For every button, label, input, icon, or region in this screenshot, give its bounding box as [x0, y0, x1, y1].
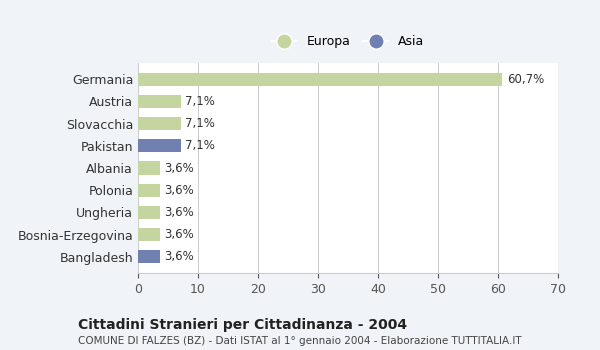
Text: 7,1%: 7,1%	[185, 139, 215, 152]
Bar	[138, 139, 181, 153]
Text: 7,1%: 7,1%	[185, 117, 215, 130]
Legend: Europa, Asia: Europa, Asia	[268, 32, 428, 52]
Text: 7,1%: 7,1%	[185, 95, 215, 108]
Bar	[138, 250, 160, 264]
Text: 3,6%: 3,6%	[164, 228, 194, 241]
Bar	[138, 206, 160, 219]
Text: 60,7%: 60,7%	[507, 73, 544, 86]
Bar	[138, 95, 181, 108]
Text: 3,6%: 3,6%	[164, 206, 194, 219]
Bar	[138, 183, 160, 197]
Bar	[138, 161, 160, 175]
Bar	[138, 72, 502, 86]
Text: 3,6%: 3,6%	[164, 184, 194, 197]
Bar	[138, 228, 160, 241]
Text: 3,6%: 3,6%	[164, 161, 194, 175]
Text: Cittadini Stranieri per Cittadinanza - 2004: Cittadini Stranieri per Cittadinanza - 2…	[78, 318, 407, 332]
Text: COMUNE DI FALZES (BZ) - Dati ISTAT al 1° gennaio 2004 - Elaborazione TUTTITALIA.: COMUNE DI FALZES (BZ) - Dati ISTAT al 1°…	[78, 336, 521, 346]
Text: 3,6%: 3,6%	[164, 250, 194, 263]
Bar	[138, 117, 181, 130]
